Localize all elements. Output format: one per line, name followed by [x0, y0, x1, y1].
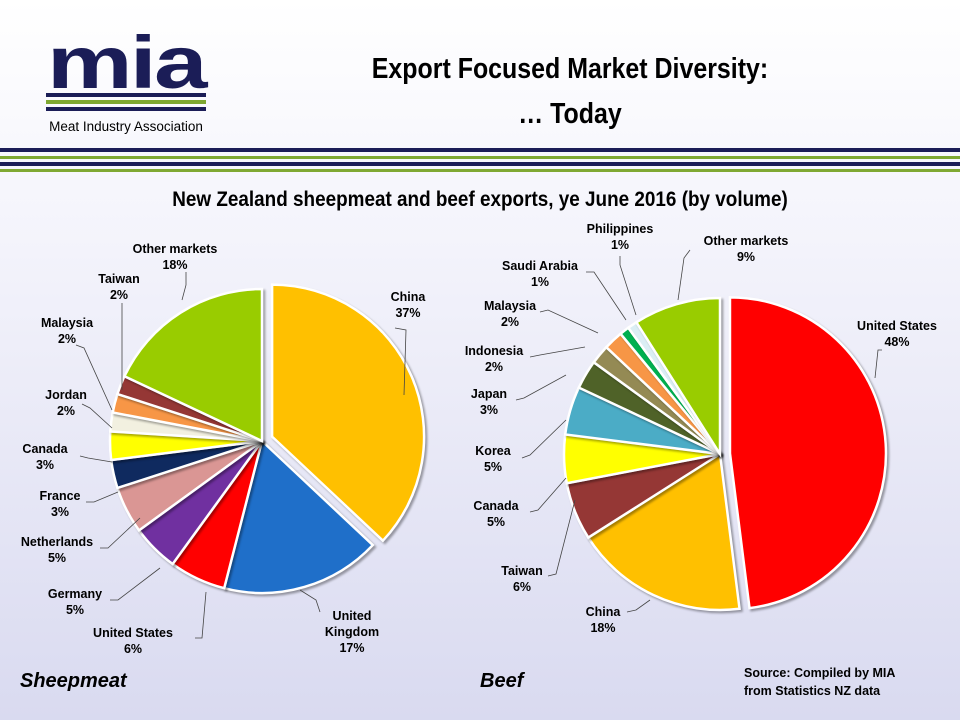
- page-title-line2: … Today: [518, 98, 622, 130]
- sheepmeat-label-china: China 37%: [391, 290, 427, 320]
- sheepmeat-label-germany: Germany 5%: [48, 587, 102, 617]
- sheepmeat-leader-jordan: [81, 403, 113, 429]
- beef-leader-philippines: [619, 256, 637, 316]
- chart-subtitle: New Zealand sheepmeat and beef exports, …: [172, 188, 788, 211]
- mia-logo: mia Meat Industry Association: [46, 30, 212, 134]
- beef-label-japan: Japan 3%: [471, 387, 507, 417]
- sheepmeat-slice-china: [270, 283, 426, 543]
- beef-label-philippines: Philippines 1%: [587, 222, 654, 252]
- beef-caption: Beef: [480, 670, 524, 692]
- sheepmeat-label-malaysia: Malaysia 2%: [41, 316, 94, 346]
- sheepmeat-leader-united-kingdom: [299, 589, 321, 613]
- sheepmeat-caption: Sheepmeat: [20, 670, 127, 692]
- source-note: Source: Compiled by MIA from Statistics …: [744, 664, 895, 700]
- sheepmeat-leader-canada: [79, 455, 113, 463]
- beef-label-china: China 18%: [586, 605, 622, 635]
- sheepmeat-leader-china: [394, 327, 407, 396]
- sheepmeat-label-canada: Canada 3%: [22, 442, 68, 472]
- beef-pie: [562, 296, 888, 612]
- sheepmeat-pie: [108, 283, 426, 595]
- sheepmeat-leader-germany: [110, 567, 161, 601]
- beef-leader-united-states: [874, 349, 882, 379]
- sheepmeat-leader-france: [86, 491, 119, 503]
- sheepmeat-label-taiwan: Taiwan 2%: [98, 272, 139, 302]
- sheepmeat-leader-netherlands: [100, 517, 141, 549]
- beef-slice-china: [586, 451, 741, 612]
- header-divider: [0, 148, 960, 172]
- beef-label-canada: Canada 5%: [473, 499, 519, 529]
- sheepmeat-label-france: France 3%: [40, 489, 81, 519]
- sheepmeat-slice-other-markets: [122, 287, 264, 443]
- source-line1: Source: Compiled by MIA: [744, 666, 896, 680]
- beef-label-united-states: United States 48%: [857, 319, 937, 349]
- logo-mark: mia: [47, 30, 209, 104]
- sheepmeat-leader-united-states: [195, 591, 207, 639]
- beef-label-korea: Korea 5%: [475, 444, 511, 474]
- beef-leader-saudi-arabia: [586, 271, 627, 321]
- beef-label-saudi-arabia: Saudi Arabia 1%: [502, 259, 579, 289]
- sheepmeat-slice-united-kingdom: [222, 438, 375, 595]
- beef-leader-other-markets: [677, 249, 691, 301]
- beef-label-other-markets: Other markets 9%: [704, 234, 789, 264]
- beef-leader-china: [626, 599, 651, 613]
- sheepmeat-label-united-kingdom: United Kingdom 17%: [325, 609, 379, 655]
- sheepmeat-leader-malaysia: [75, 344, 113, 411]
- beef-leader-korea: [521, 419, 567, 459]
- source-line2: from Statistics NZ data: [744, 684, 881, 698]
- logo-name: Meat Industry Association: [49, 119, 203, 134]
- beef-label-malaysia: Malaysia 2%: [484, 299, 537, 329]
- page-title-line1: Export Focused Market Diversity:: [371, 53, 769, 85]
- sheepmeat-leader-other-markets: [181, 272, 187, 301]
- sheepmeat-label-other-markets: Other markets 18%: [133, 242, 218, 272]
- beef-label-indonesia: Indonesia 2%: [465, 344, 524, 374]
- beef-leader-japan: [515, 374, 567, 401]
- sheepmeat-label-jordan: Jordan 2%: [45, 388, 87, 418]
- beef-leader-malaysia: [539, 309, 599, 334]
- beef-slice-united-states: [728, 296, 888, 610]
- beef-slice-other-markets: [634, 296, 722, 459]
- beef-label-taiwan: Taiwan 6%: [501, 564, 542, 594]
- beef-leader-indonesia: [529, 346, 586, 358]
- beef-leader-canada: [529, 477, 567, 513]
- beef-leader-taiwan: [547, 499, 576, 577]
- sheepmeat-label-netherlands: Netherlands 5%: [21, 535, 93, 565]
- sheepmeat-label-united-states: United States 6%: [93, 626, 173, 656]
